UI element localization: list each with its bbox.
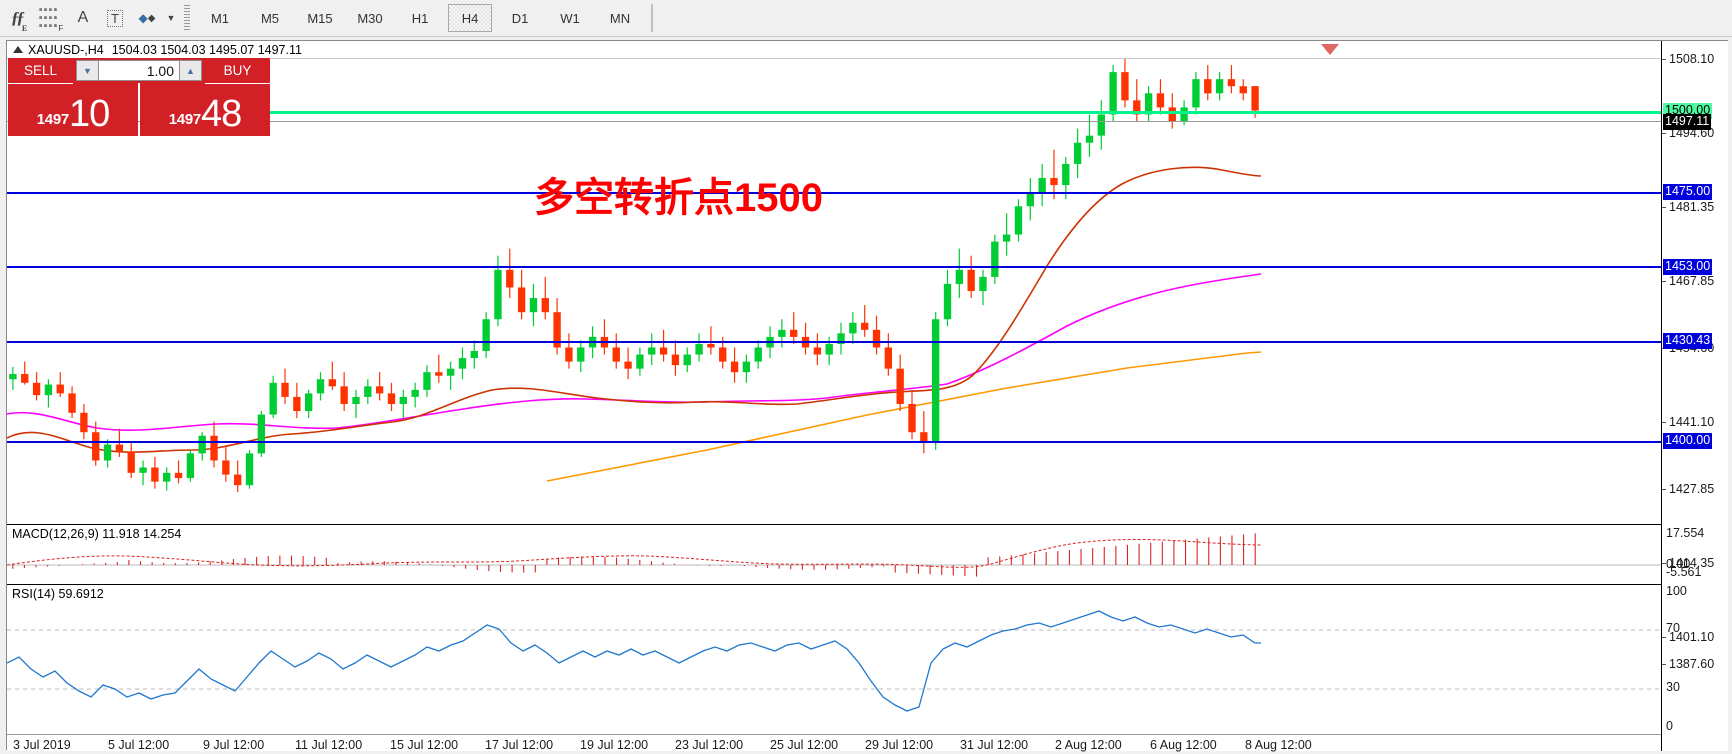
level-line-1400 [7, 441, 1661, 443]
grid-icon[interactable]: ▪▪▪▪ ▪▪▪▪ ▪▪▪▪ F [38, 4, 64, 34]
timeframe-mn[interactable]: MN [609, 10, 631, 26]
time-label: 8 Aug 12:00 [1245, 738, 1312, 752]
sell-button[interactable]: SELL [8, 58, 73, 84]
level-tag-1475: 1475.00 [1663, 184, 1713, 200]
level-tag-1400: 1400.00 [1663, 433, 1713, 449]
buy-price-cell[interactable]: 1497 48 [140, 83, 270, 136]
time-label: 6 Aug 12:00 [1150, 738, 1217, 752]
level-line-1475 [7, 192, 1661, 194]
chart-symbol-label: XAUUSD-,H4 [28, 42, 104, 57]
candle-series [9, 58, 1259, 493]
time-label: 5 Jul 12:00 [108, 738, 170, 752]
price-tick: 1467.85 [1662, 274, 1728, 288]
price-tick: 1387.60 [1662, 657, 1728, 671]
chart-window[interactable]: XAUUSD-,H4 1504.03 1504.03 1495.07 1497.… [6, 40, 1728, 752]
price-tick: 1427.85 [1662, 482, 1728, 496]
timeframe-m30[interactable]: M30 [357, 10, 383, 26]
timeframe-h1[interactable]: H1 [411, 10, 429, 26]
time-label: 17 Jul 12:00 [485, 738, 554, 752]
timeframe-d1[interactable]: D1 [511, 10, 529, 26]
price-tick: 1508.10 [1662, 52, 1728, 66]
macd-title: MACD(12,26,9) 11.918 14.254 [12, 527, 182, 541]
level-line-1453 [7, 266, 1661, 268]
objects-icon[interactable]: ◆ ◆ [138, 11, 156, 25]
macd-histogram [12, 533, 1256, 577]
volume-dropdown-icon[interactable]: ▼ [76, 60, 99, 81]
price-tick: 1441.10 [1662, 415, 1728, 429]
price-plot [7, 58, 1262, 493]
rsi-tick: 100 [1666, 584, 1687, 598]
collapse-triangle-icon[interactable] [13, 46, 23, 53]
current-price-line [7, 121, 1661, 122]
macd-signal-line [7, 539, 1262, 568]
ma-line-orange [546, 351, 1262, 482]
ma-line-magenta [7, 273, 1262, 431]
price-tick: 1481.35 [1662, 200, 1728, 214]
time-label: 23 Jul 12:00 [675, 738, 744, 752]
symbol-ohlc-bar: XAUUSD-,H4 1504.03 1504.03 1495.07 1497.… [7, 41, 1661, 59]
ma-line-red [7, 166, 1262, 453]
toolbar-separator [184, 5, 190, 31]
time-label: 11 Jul 12:00 [295, 738, 363, 752]
volume-up-icon[interactable]: ▲ [179, 60, 202, 81]
one-click-trading-panel[interactable]: SELL ▼ 1.00 ▲ BUY 1497 10 1497 48 [8, 58, 270, 136]
sell-price-pips: 10 [68, 93, 110, 135]
time-label: 15 Jul 12:00 [390, 738, 459, 752]
timeframe-m5[interactable]: M5 [260, 10, 280, 26]
sell-price-prefix: 1497 [36, 111, 69, 128]
trade-panel-prices: 1497 10 1497 48 [8, 83, 270, 136]
sell-price-cell[interactable]: 1497 10 [8, 83, 138, 136]
text-tool-icon[interactable]: A [77, 9, 89, 26]
price-tick: 1401.10 [1662, 630, 1728, 644]
time-label: 3 Jul 2019 [13, 738, 71, 752]
price-pane[interactable]: 多空转折点1500 [7, 44, 1661, 524]
macd-pane[interactable]: MACD(12,26,9) 11.918 14.254 [7, 524, 1661, 584]
level-line-1500 [221, 111, 1661, 114]
level-tag-1430: 1430.43 [1663, 333, 1713, 349]
rsi-tick: 30 [1666, 680, 1680, 694]
indicators-icon[interactable]: ƒƒ E [10, 8, 28, 33]
macd-tick: -5.561 [1666, 565, 1702, 579]
volume-control[interactable]: ▼ 1.00 ▲ [73, 58, 205, 83]
trade-panel-header: SELL ▼ 1.00 ▲ BUY [8, 58, 270, 84]
macd-tick: 17.554 [1666, 526, 1705, 540]
toolbar-end-separator [651, 4, 653, 32]
timeframe-h4[interactable]: H4 [448, 4, 492, 32]
text-label-icon[interactable]: T [100, 3, 130, 33]
buy-button[interactable]: BUY [205, 58, 270, 84]
time-label: 2 Aug 12:00 [1055, 738, 1122, 752]
timeframe-w1[interactable]: W1 [560, 10, 580, 26]
time-label: 31 Jul 12:00 [960, 738, 1029, 752]
level-line-1430 [7, 341, 1661, 343]
rsi-line [7, 610, 1261, 712]
volume-input[interactable]: 1.00 [99, 60, 179, 81]
chevron-down-icon[interactable]: ▼ [166, 13, 176, 23]
time-label: 25 Jul 12:00 [770, 738, 839, 752]
chart-ohlc-values: 1504.03 1504.03 1495.07 1497.11 [111, 42, 302, 57]
time-label: 29 Jul 12:00 [865, 738, 934, 752]
buy-price-pips: 48 [200, 93, 242, 135]
rsi-tick: 70 [1666, 621, 1680, 635]
rsi-pane[interactable]: RSI(14) 59.6912 [7, 584, 1661, 734]
timeframe-m15[interactable]: M15 [307, 10, 333, 26]
time-axis[interactable]: 3 Jul 2019 5 Jul 12:00 9 Jul 12:00 11 Ju… [7, 734, 1661, 752]
level-tag-1453: 1453.00 [1663, 259, 1713, 275]
current-price-tag: 1497.11 [1663, 114, 1712, 130]
main-toolbar: ƒƒ E ▪▪▪▪ ▪▪▪▪ ▪▪▪▪ F A T ◆ ◆ ▼ M1 M5 M15 M30… [0, 0, 1732, 37]
chart-annotation-text: 多空转折点1500 [534, 176, 823, 220]
price-tick: 1414.35 [1662, 556, 1728, 570]
arrow-down-icon [1321, 44, 1339, 55]
buy-price-prefix: 1497 [168, 111, 201, 128]
time-label: 19 Jul 12:00 [580, 738, 649, 752]
time-label: 9 Jul 12:00 [203, 738, 265, 752]
price-scale[interactable]: 1508.10 1494.60 1481.35 1467.85 1454.60 … [1661, 41, 1728, 751]
rsi-tick: 0 [1666, 719, 1673, 733]
rsi-plot [7, 610, 1661, 712]
timeframe-m1[interactable]: M1 [210, 10, 230, 26]
macd-tick: 0.00 [1666, 557, 1691, 571]
rsi-title: RSI(14) 59.6912 [12, 587, 104, 601]
macd-plot [7, 533, 1661, 577]
